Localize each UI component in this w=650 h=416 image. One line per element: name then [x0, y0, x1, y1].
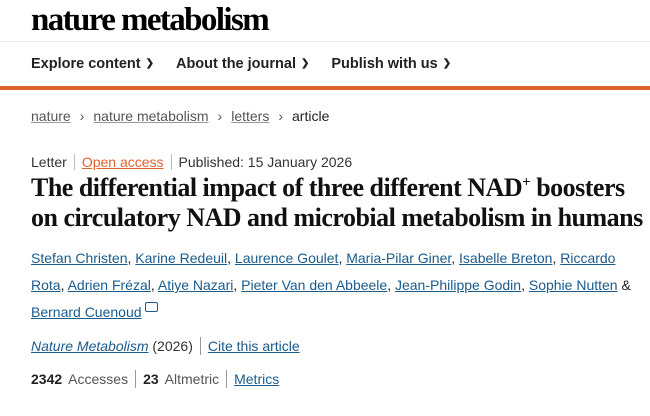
author-list: Stefan Christen, Karine Redeuil, Laurenc… [31, 250, 631, 320]
altmetric-label: Altmetric [164, 371, 220, 387]
breadcrumb-current: article [292, 108, 330, 124]
article-header: nature › nature metabolism › letters › arti… [31, 106, 645, 389]
divider [73, 154, 75, 170]
divider [0, 41, 650, 42]
title-superscript: + [522, 174, 531, 191]
author-link[interactable]: Adrien Frézal [67, 277, 151, 293]
nav-label: About the journal [175, 56, 296, 72]
nav-label: Explore content [31, 56, 141, 72]
nav-publish[interactable]: Publish with us ❯ [331, 55, 451, 75]
main-nav: Explore content ❯ About the journal ❯ Publ… [31, 55, 451, 75]
journal-logo[interactable]: nature metabolism [31, 2, 270, 38]
author-link[interactable]: Isabelle Breton [459, 250, 553, 266]
divider [135, 370, 137, 388]
chevron-down-icon: ❯ [442, 58, 452, 69]
nav-about-journal[interactable]: About the journal ❯ [176, 55, 309, 75]
nav-label: Publish with us [331, 56, 438, 72]
divider [170, 154, 172, 170]
author-link[interactable]: Pieter Van den Abbeele [241, 277, 388, 293]
author-link[interactable]: Sophie Nutten [528, 277, 618, 293]
article-stats: 2342 Accesses 23 Altmetric Metrics [31, 369, 645, 389]
author-link[interactable]: Atiye Nazari [157, 277, 234, 293]
chevron-down-icon: ❯ [145, 58, 154, 69]
altmetric-count: 23 [143, 371, 159, 387]
article-title: The differential impact of three differe… [31, 173, 645, 233]
accesses-count: 2342 [31, 371, 63, 387]
nav-explore-content[interactable]: Explore content ❯ [31, 55, 154, 75]
author-link[interactable]: Laurence Goulet [234, 250, 339, 266]
chevron-right-icon: › [278, 108, 284, 124]
metrics-link[interactable]: Metrics [234, 371, 280, 387]
author-link[interactable]: Stefan Christen [31, 250, 128, 266]
chevron-right-icon: › [217, 108, 223, 124]
journal-year: (2026) [152, 338, 193, 354]
title-text: The differential impact of three differe… [31, 173, 523, 202]
author-link[interactable]: Bernard Cuenoud [31, 304, 142, 320]
accesses-label: Accesses [68, 371, 129, 387]
journal-link[interactable]: Nature Metabolism [31, 338, 149, 354]
cite-article-link[interactable]: Cite this article [207, 338, 300, 354]
author-link[interactable]: Karine Redeuil [135, 250, 228, 266]
title-text: boosters on circulatory NAD and microbia… [31, 173, 643, 232]
chevron-down-icon: ❯ [300, 58, 310, 69]
breadcrumb-letters[interactable]: letters [231, 108, 270, 124]
accent-bar [0, 86, 650, 90]
journal-citation: Nature Metabolism (2026) Cite this artic… [31, 336, 645, 356]
chevron-right-icon: › [79, 108, 85, 124]
breadcrumb-nature[interactable]: nature [31, 108, 71, 124]
author-link[interactable]: Jean-Philippe Godin [394, 277, 522, 293]
article-meta: Letter Open access Published: 15 January… [31, 153, 645, 171]
breadcrumb-nature-metabolism[interactable]: nature metabolism [93, 108, 209, 124]
article-type: Letter [31, 154, 67, 170]
conjunction: & [621, 277, 631, 293]
author-link[interactable]: Maria-Pilar Giner [346, 250, 452, 266]
divider [226, 370, 228, 388]
divider [199, 337, 201, 355]
open-access-link[interactable]: Open access [81, 154, 164, 170]
breadcrumb: nature › nature metabolism › letters › arti… [31, 106, 645, 126]
email-icon[interactable] [144, 302, 158, 312]
author-link[interactable]: Riccardo Rota [31, 250, 616, 293]
published-date: Published: 15 January 2026 [178, 154, 353, 170]
